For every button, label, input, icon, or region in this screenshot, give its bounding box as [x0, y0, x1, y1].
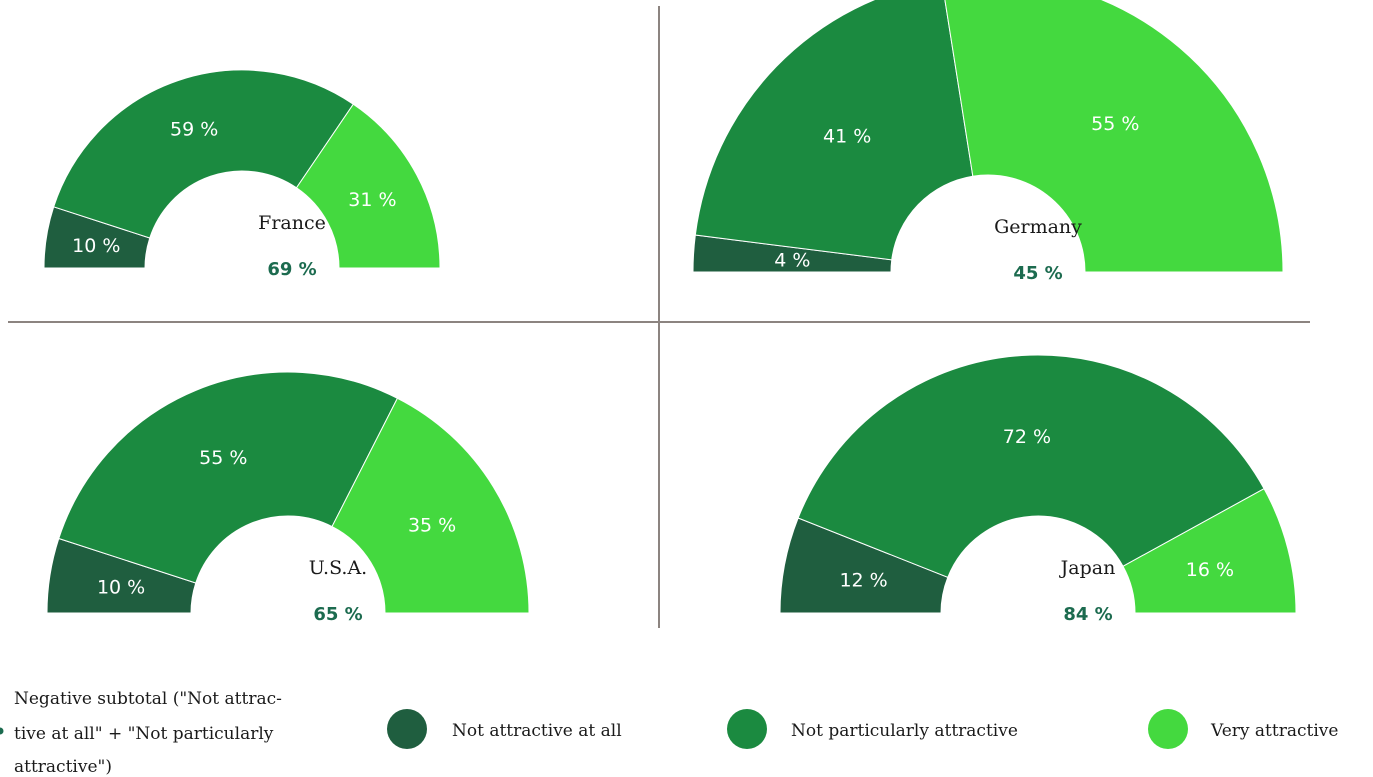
slice-label-germany-2: 41 % — [823, 126, 871, 148]
slice-label-japan-2: 72 % — [1003, 426, 1051, 448]
slice-label-germany-3: 55 % — [1091, 113, 1139, 135]
gauge-title-france: France — [258, 212, 326, 234]
gauge-slice-usa-2 — [58, 371, 399, 584]
slice-label-usa-2: 55 % — [199, 447, 247, 469]
slice-label-usa-3: 35 % — [408, 515, 456, 537]
gauge-subtotal-france: 69 % — [267, 259, 316, 280]
gauge-title-usa: U.S.A. — [309, 557, 367, 579]
gauge-subtotal-usa: 65 % — [313, 604, 362, 625]
gauge-title-japan: Japan — [1059, 557, 1116, 579]
legend-subtotal-line-2: tive at all" + "Not particularly — [14, 724, 274, 744]
gauge-title-germany: Germany — [994, 216, 1082, 238]
slice-label-germany-1: 4 % — [774, 250, 810, 272]
legend: Negative subtotal ("Not attrac- tive at … — [0, 689, 1338, 777]
legend-subtotal-line-3: attractive") — [14, 757, 112, 777]
slice-label-france-1: 10 % — [72, 235, 120, 257]
gauge-slice-usa-3 — [331, 397, 530, 614]
slice-label-france-2: 59 % — [170, 119, 218, 141]
gauge-slice-france-2 — [53, 69, 354, 239]
legend-subtotal-marker — [0, 727, 4, 735]
legend-swatch-not-particularly-attractive — [727, 709, 767, 749]
slice-label-france-3: 31 % — [348, 189, 396, 211]
slice-label-japan-3: 16 % — [1186, 559, 1234, 581]
gauge-subtotal-germany: 45 % — [1013, 263, 1062, 284]
gauge-subtotal-japan: 84 % — [1063, 604, 1112, 625]
gauge-slice-germany-2 — [694, 0, 974, 261]
legend-subtotal-line-1: Negative subtotal ("Not attrac- — [14, 689, 282, 709]
gauge-slice-france-3 — [295, 103, 441, 269]
slice-label-japan-1: 12 % — [839, 570, 887, 592]
legend-swatch-not-attractive-at-all — [387, 709, 427, 749]
legend-swatch-very-attractive — [1148, 709, 1188, 749]
legend-label-not-particularly-attractive: Not particularly attractive — [791, 721, 1018, 741]
gauge-slice-japan-2 — [797, 354, 1265, 578]
gauge-slice-germany-3 — [944, 0, 1284, 273]
legend-label-very-attractive: Very attractive — [1210, 721, 1338, 741]
slice-label-usa-1: 10 % — [97, 577, 145, 599]
legend-label-not-attractive-at-all: Not attractive at all — [452, 721, 622, 741]
gauge-slice-japan-3 — [1122, 488, 1297, 614]
